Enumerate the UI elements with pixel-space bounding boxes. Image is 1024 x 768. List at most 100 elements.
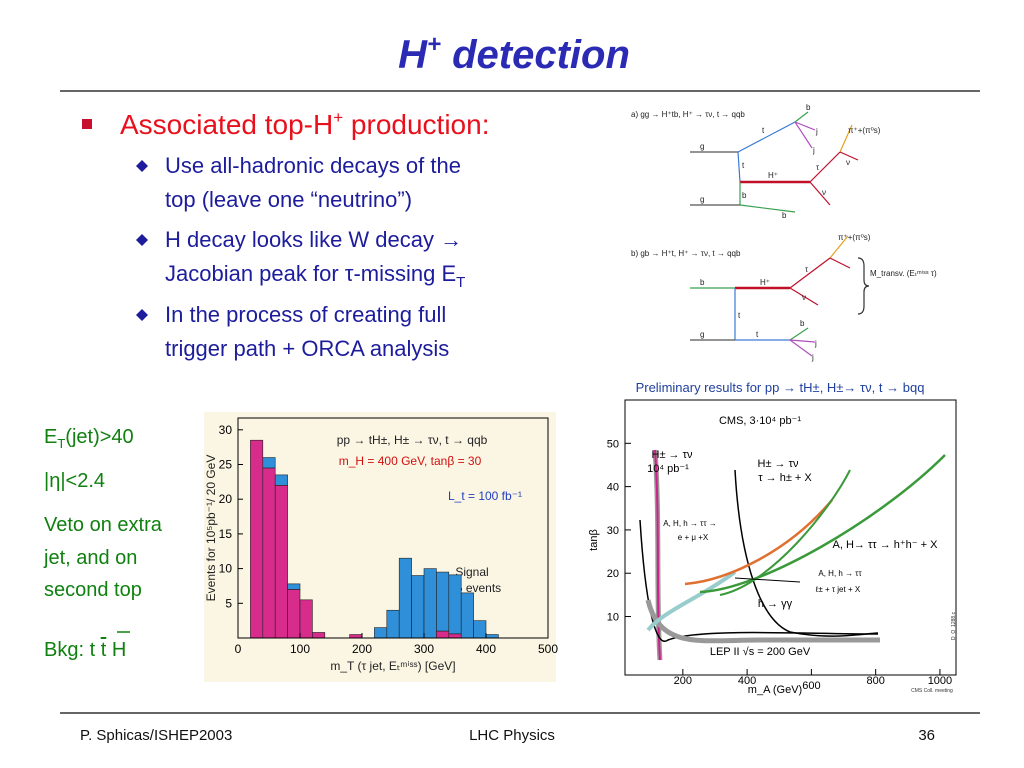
page-number: 36 [918,727,935,744]
plot-label: CMS, 3·10⁴ pb⁻¹ [719,415,801,427]
line [737,121,796,153]
cut: jet, and on [43,547,137,569]
curve [645,599,880,644]
bar [448,574,462,635]
diagram-a: a) gg → H⁺tb, H⁺ → τν, t → qqb g t t H⁺ … [631,103,881,220]
plot-label: H± → τν [758,458,799,470]
bar [287,589,301,639]
diagram-label: g [700,142,704,151]
x-axis-label: m_A (GeV) [748,684,802,696]
x-tick-label: 300 [414,642,434,656]
limit-plot: Preliminary results for pp → tH±, H±→ τν… [588,378,962,700]
subbullet-text: H decay looks like W decay → [165,227,462,252]
bar [485,634,499,639]
x-tick-label: 0 [235,642,242,656]
y-tick-label: 50 [607,438,619,450]
bar [398,557,412,639]
cut-text: t [101,639,107,661]
cut-text: (jet)>40 [65,426,133,448]
bar [448,633,462,639]
curve [719,469,851,596]
arrow [734,577,801,583]
x-tick-label: 100 [290,642,310,656]
x-tick-label: 500 [538,642,558,656]
curve [646,570,737,632]
line [829,257,851,269]
diagram-label: H⁺ [760,278,770,287]
credit: CMS Coll. meeting [911,688,953,694]
curve [734,469,879,637]
diagram-label: ν [822,188,826,197]
cut-text: H [106,639,126,661]
diagram-b: b) gb → H⁺t, H⁺ → τν, t → qqb b H⁺ t g t… [631,233,937,362]
cut: |η|<2.4 [44,470,105,492]
subscript: T [57,436,65,451]
diagram-label: t [742,161,745,170]
bullet-text: Associated top-H [120,109,333,140]
lumi: L_t = 100 fb⁻¹ [448,489,522,503]
plot-label: A, H, h → ττ [818,569,862,578]
subbullet-text: Jacobian peak for τ-missing ET [165,261,465,291]
line [739,204,796,213]
diagram-label: b [782,211,787,220]
y-axis-label: tanβ [588,529,600,551]
diagram-label: b [742,191,747,200]
subbullet-text: In the process of creating full [165,302,446,327]
plot-label: ℓ± + τ jet + X [815,585,861,594]
plot-title: pp → tH±, H± → τν, t → qqb [337,433,488,447]
diagram-label: j [811,353,814,362]
plot-title: Preliminary results for pp → tH±, H±→ τν… [636,380,925,395]
line [789,339,816,343]
bar [262,467,276,639]
plot-label: A, H→ ττ → h⁺h⁻ + X [833,539,939,551]
diagram-label: j [814,339,817,348]
histogram: pp → tH±, H± → τν, t → qqb m_H = 400 GeV… [204,412,558,682]
bar [287,583,301,590]
x-tick-label: 400 [738,675,756,687]
cut: Veto on extra [44,514,163,536]
bar [386,609,400,639]
diamond [136,160,148,172]
annotation: Signal [455,565,488,579]
subbullets: Use all-hadronic decays of the top (leav… [136,153,465,361]
y-tick-label: 10 [607,612,619,624]
y-tick-label: 20 [607,568,619,580]
plot-label: 10⁴ pb⁻¹ [647,463,689,475]
diagram-label: M_transv. (Eₜᵐⁱˢˢ τ) [870,269,937,278]
diagram-label: j [815,127,818,136]
plot-label: A, H, h → ττ → [663,519,716,528]
diagram-caption: b) gb → H⁺t, H⁺ → τν, t → qqb [631,249,741,258]
line [789,339,813,357]
diamond [136,309,148,321]
title-text: detection [441,33,630,77]
diagram-label: j [812,146,815,155]
bar [436,571,450,632]
line [809,151,841,183]
bullet-sup: + [333,108,343,127]
diagram-label: H⁺ [768,171,778,180]
line [794,111,809,123]
bullet-text: production: [343,109,489,140]
bar [312,632,326,639]
diagram-label: g [700,330,704,339]
diagram-label: τ [816,163,820,172]
cut-text: Bkg: t [44,639,101,661]
x-tick-label: 1000 [928,675,952,687]
diagram-label: t [756,330,759,339]
diagram-label: b [700,278,705,287]
y-tick-label: 40 [607,482,619,494]
title-text: H [398,33,428,77]
diagram-label: g [700,195,704,204]
plot-label: τ → h± + X [758,472,812,484]
diagram-label: b [806,103,811,112]
plot-frame [237,417,549,639]
bar [299,599,313,639]
curve [699,454,946,594]
line [839,124,853,153]
curve [684,499,833,586]
diagram-label: π⁺+(π⁰s) [848,126,881,135]
x-tick-label: 600 [802,680,820,692]
plot-label: H± → τν [652,449,693,461]
y-tick-label: 20 [219,492,233,506]
line [794,121,813,149]
